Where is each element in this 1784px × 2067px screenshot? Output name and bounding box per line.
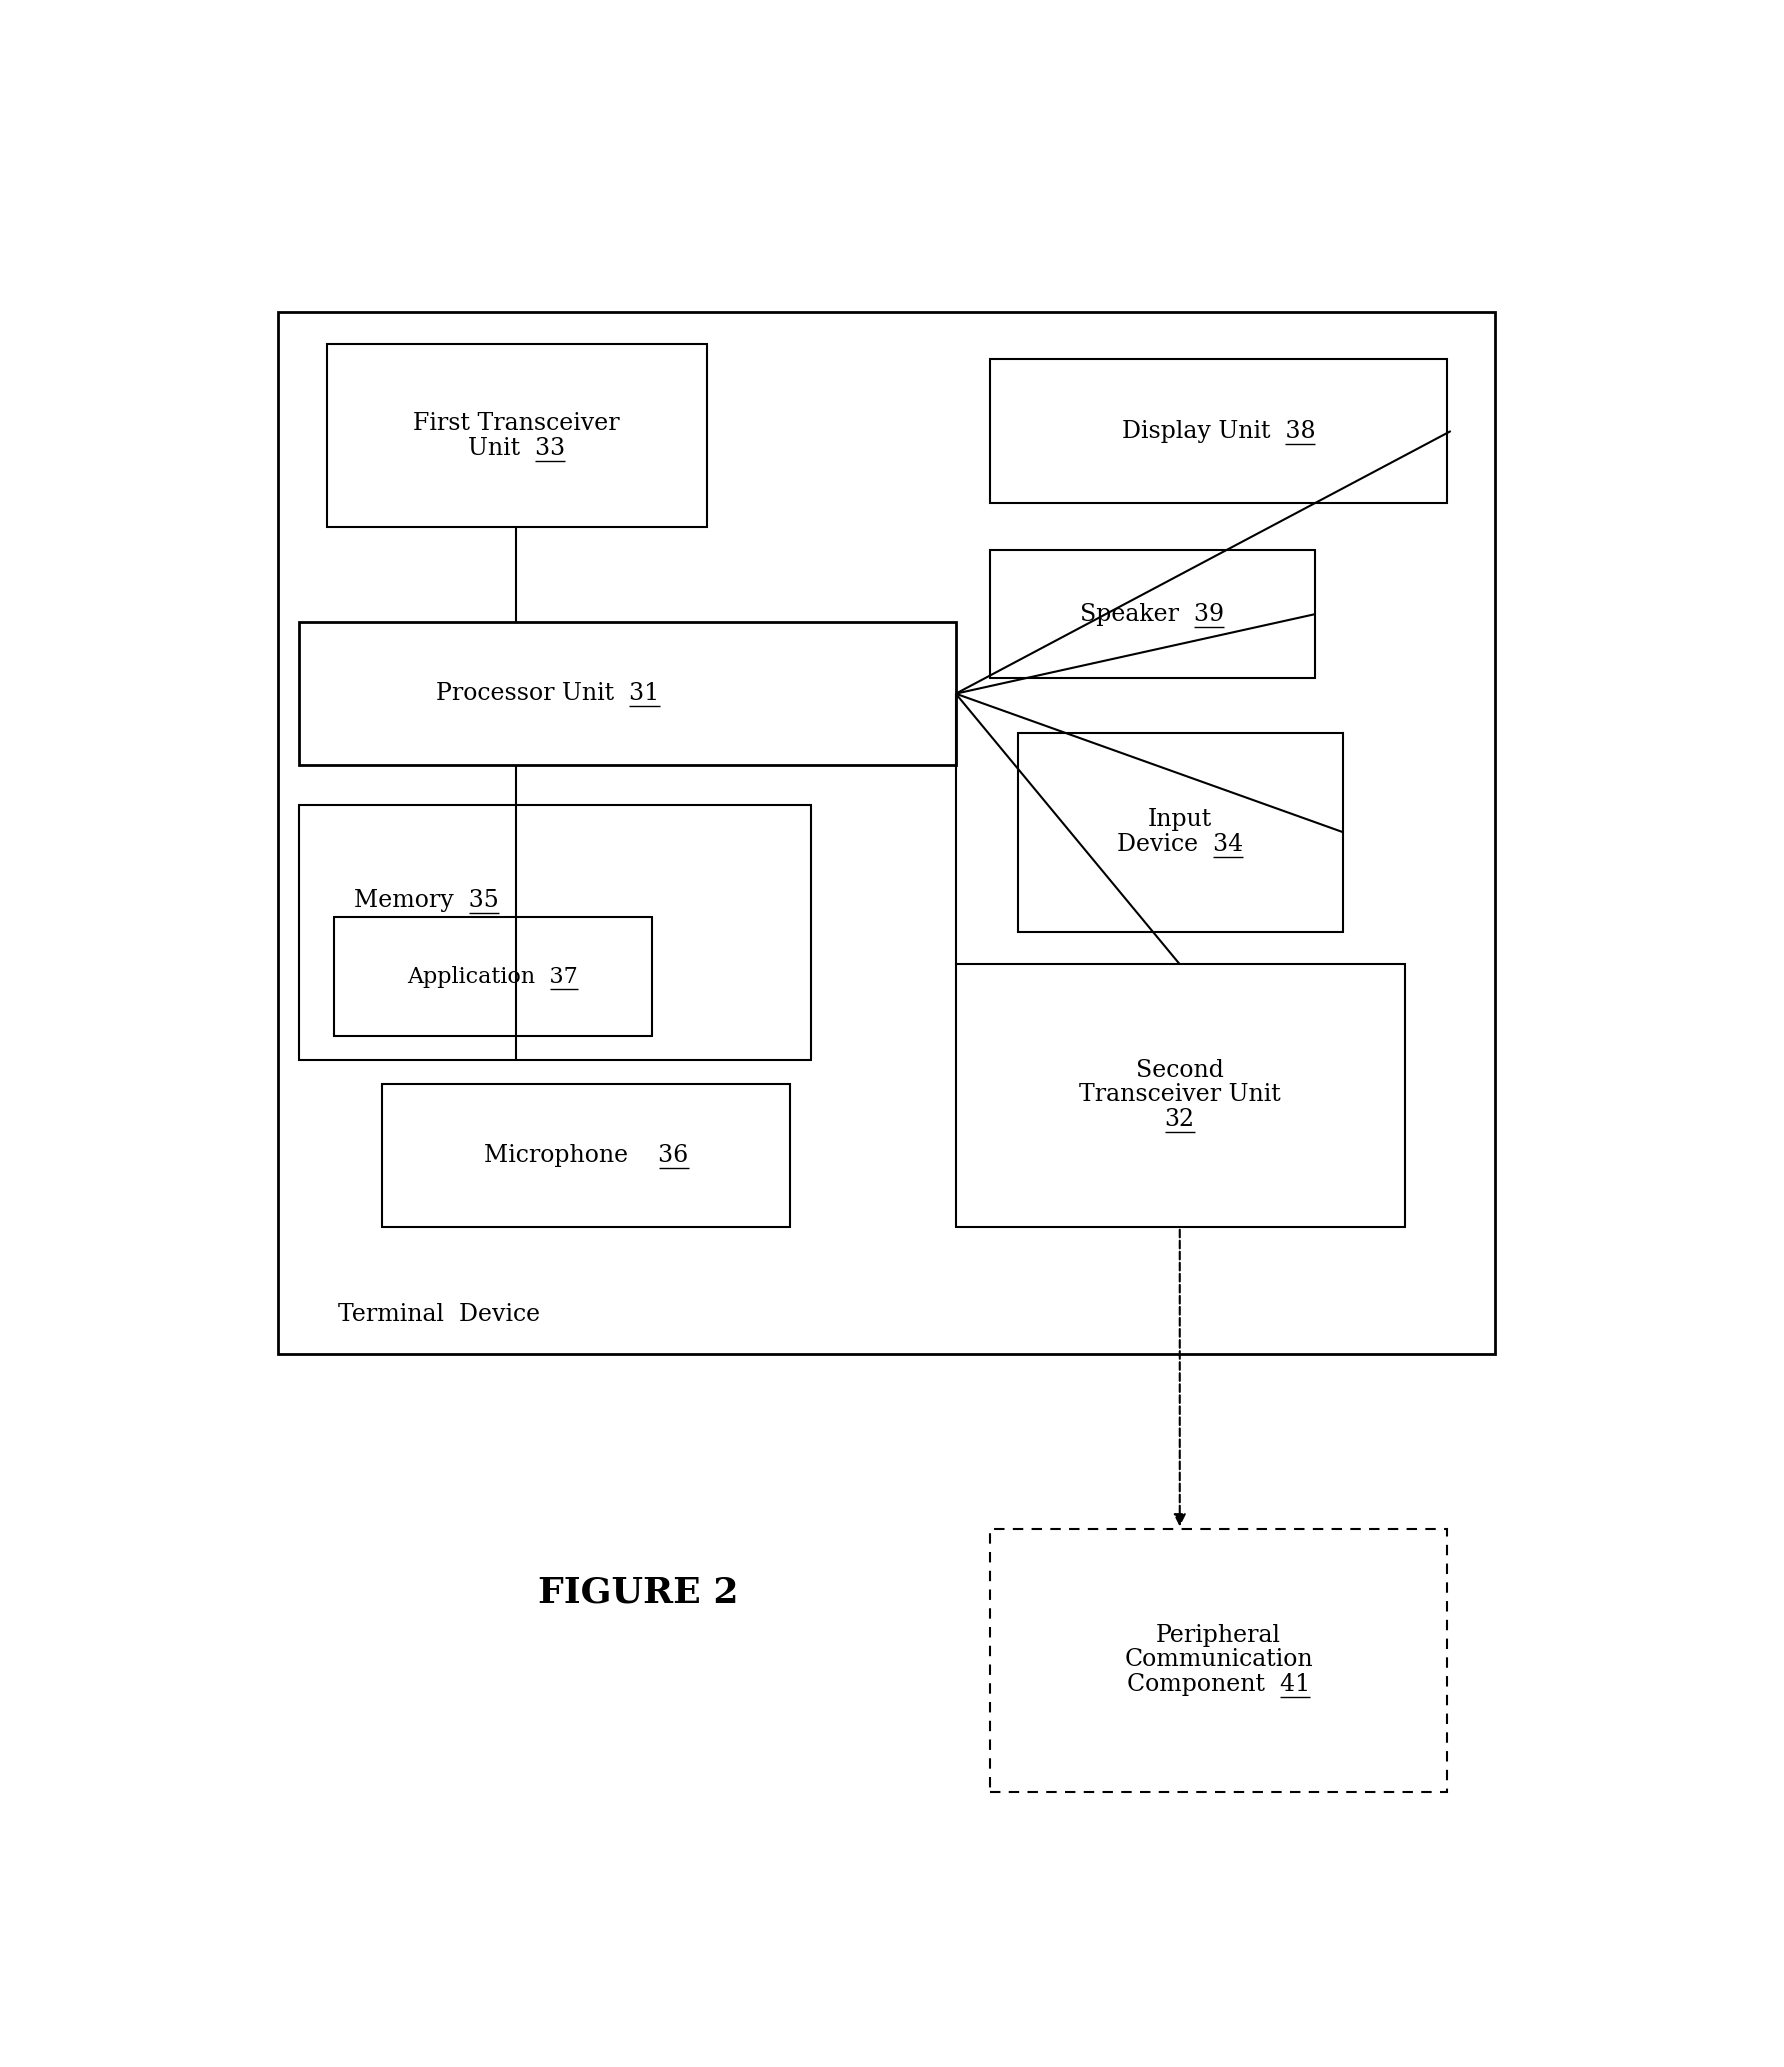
Text: Memory  35: Memory 35 bbox=[355, 889, 500, 912]
Bar bbox=[326, 343, 706, 527]
Text: Communication: Communication bbox=[1124, 1647, 1313, 1672]
Bar bbox=[300, 804, 810, 1060]
Text: First Transceiver: First Transceiver bbox=[412, 411, 619, 434]
Bar bbox=[990, 360, 1447, 502]
Bar bbox=[334, 916, 651, 1036]
Text: Microphone    36: Microphone 36 bbox=[485, 1143, 689, 1166]
Text: Device  34: Device 34 bbox=[1117, 833, 1243, 856]
Text: Terminal  Device: Terminal Device bbox=[337, 1302, 541, 1325]
Bar bbox=[990, 1530, 1447, 1792]
Text: Peripheral: Peripheral bbox=[1156, 1625, 1281, 1647]
Text: Application  37: Application 37 bbox=[407, 965, 578, 988]
Text: 32: 32 bbox=[1165, 1108, 1195, 1131]
Text: Processor Unit  31: Processor Unit 31 bbox=[437, 682, 660, 705]
Text: Second: Second bbox=[1136, 1058, 1224, 1081]
Bar bbox=[990, 550, 1315, 678]
Text: Speaker  39: Speaker 39 bbox=[1079, 604, 1224, 626]
Bar bbox=[300, 622, 956, 765]
Bar bbox=[278, 312, 1495, 1354]
Text: Input: Input bbox=[1147, 808, 1211, 831]
Bar bbox=[382, 1083, 790, 1228]
Bar bbox=[956, 963, 1406, 1228]
Text: FIGURE 2: FIGURE 2 bbox=[537, 1575, 739, 1610]
Text: Display Unit  38: Display Unit 38 bbox=[1122, 420, 1315, 442]
Text: Component  41: Component 41 bbox=[1127, 1672, 1309, 1695]
Bar bbox=[1019, 734, 1343, 932]
Text: Unit  33: Unit 33 bbox=[467, 436, 566, 459]
Text: Transceiver Unit: Transceiver Unit bbox=[1079, 1083, 1281, 1106]
